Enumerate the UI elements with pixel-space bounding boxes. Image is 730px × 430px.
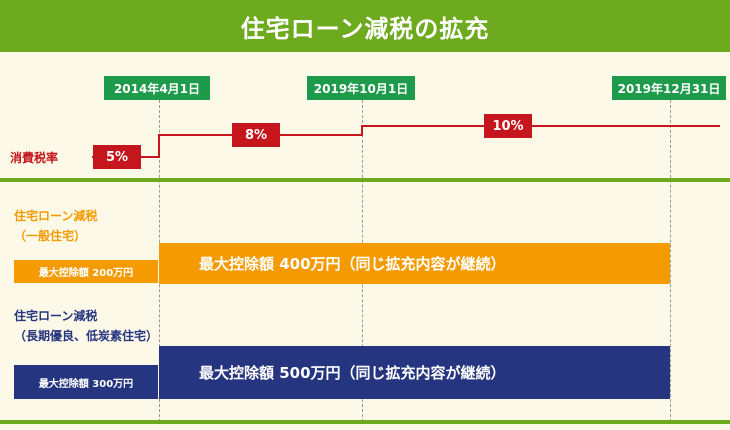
section-longterm-title-line1: 住宅ローン減税: [14, 309, 98, 323]
section-longterm-title: 住宅ローン減税 （長期優良、低炭素住宅）: [14, 306, 158, 346]
divider-top: [0, 178, 730, 182]
tax-rate-5: 5%: [93, 145, 141, 169]
date-tag-2014-04-01: 2014年4月1日: [104, 76, 210, 100]
longterm-before-box: 最大控除額 300万円: [14, 365, 158, 399]
tax-rate-10: 10%: [484, 114, 532, 138]
date-guide-line-3: [670, 100, 671, 422]
section-longterm-title-line2: （長期優良、低炭素住宅）: [14, 329, 159, 343]
general-before-box: 最大控除額 200万円: [14, 260, 158, 283]
date-tag-2019-10-01: 2019年10月1日: [307, 76, 415, 100]
tax-rate-label: 消費税率: [10, 151, 59, 165]
section-general-title-line1: 住宅ローン減税: [14, 209, 98, 223]
tax-rate-8: 8%: [232, 123, 280, 147]
longterm-after-bar: 最大控除額 500万円（同じ拡充内容が継続）: [159, 346, 670, 399]
page-title: 住宅ローン減税の拡充: [0, 0, 730, 52]
section-general-title: 住宅ローン減税 （一般住宅）: [14, 206, 97, 246]
date-tag-2019-12-31: 2019年12月31日: [612, 76, 726, 100]
divider-bottom: [0, 420, 730, 424]
general-after-bar: 最大控除額 400万円（同じ拡充内容が継続）: [159, 243, 670, 284]
section-general-title-line2: （一般住宅）: [14, 229, 87, 243]
